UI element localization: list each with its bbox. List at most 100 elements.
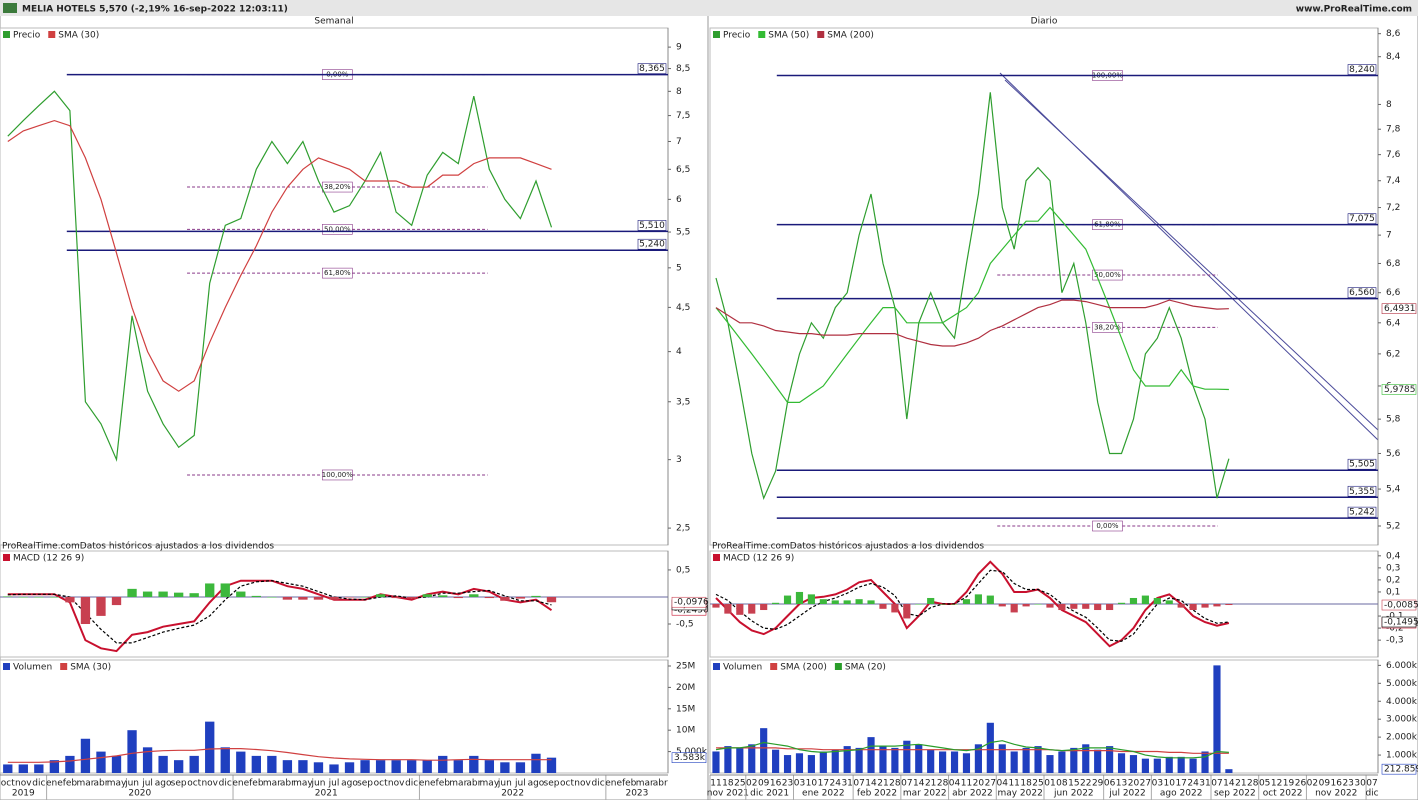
bar bbox=[867, 737, 875, 773]
bar bbox=[1117, 602, 1126, 604]
x-tick-label: 08 bbox=[1056, 779, 1068, 789]
x-tick-label: 07 bbox=[1211, 779, 1222, 789]
header-site[interactable]: www.ProRealTime.com bbox=[1296, 5, 1412, 15]
level-box bbox=[637, 238, 667, 250]
bar bbox=[438, 595, 448, 597]
bar bbox=[903, 740, 911, 773]
bar bbox=[795, 753, 804, 773]
x-tick-label: jun bbox=[124, 779, 139, 789]
y-tick-label: 7,6 bbox=[1386, 150, 1401, 160]
bar bbox=[236, 591, 246, 597]
bar bbox=[484, 760, 495, 773]
fib-label-box bbox=[322, 181, 353, 193]
x-tick-label: abr bbox=[280, 779, 295, 789]
bar bbox=[251, 595, 261, 597]
legend-label: SMA (30) bbox=[70, 663, 111, 673]
x-tick-label: 02 bbox=[1307, 779, 1318, 789]
y-tick-label: 1.000k bbox=[1386, 751, 1418, 761]
x-tick-label: 07 bbox=[901, 779, 912, 789]
x-group-label: 2019 bbox=[12, 789, 35, 799]
x-group-label: oct 2022 bbox=[1263, 789, 1303, 799]
legend-swatch bbox=[48, 31, 56, 38]
x-tick-label: 17 bbox=[818, 779, 829, 789]
bar bbox=[974, 744, 982, 773]
bar bbox=[142, 747, 153, 773]
legend-label: SMA (20) bbox=[845, 663, 886, 673]
x-tick-label: ago bbox=[528, 779, 545, 789]
bar bbox=[220, 583, 230, 597]
y-tick-label: 4 bbox=[676, 347, 682, 357]
x-tick-label: nov bbox=[201, 779, 218, 789]
legend-swatch bbox=[713, 554, 720, 561]
bar bbox=[360, 760, 370, 773]
bar bbox=[1189, 604, 1197, 611]
bar bbox=[760, 728, 768, 773]
bar bbox=[1141, 595, 1149, 604]
series-line bbox=[715, 206, 1229, 403]
bar bbox=[724, 746, 732, 773]
bar bbox=[236, 751, 246, 773]
x-tick-label: 20 bbox=[1128, 779, 1140, 789]
bar bbox=[531, 595, 541, 597]
y-tick-label: 6,4 bbox=[1386, 318, 1401, 328]
y-tick-label: 2,5 bbox=[676, 524, 690, 534]
bar bbox=[1094, 749, 1102, 773]
x-tick-label: 25 bbox=[1032, 779, 1043, 789]
bar bbox=[950, 604, 959, 605]
level-box bbox=[1347, 458, 1377, 470]
legend-label: SMA (200) bbox=[827, 31, 874, 41]
legend-label: Precio bbox=[723, 31, 751, 41]
x-tick-label: feb bbox=[249, 779, 264, 789]
x-tick-label: dic bbox=[32, 779, 45, 789]
bar bbox=[1177, 604, 1185, 608]
series-line bbox=[715, 92, 1230, 501]
value-label-box bbox=[671, 752, 707, 763]
x-tick-label: ene bbox=[232, 779, 249, 789]
value-label-box bbox=[1381, 599, 1417, 611]
legend-label: SMA (50) bbox=[768, 31, 809, 41]
legend-swatch bbox=[817, 31, 825, 38]
x-tick-label: 28 bbox=[937, 779, 949, 789]
x-tick-label: 30 bbox=[1354, 779, 1366, 789]
fib-label: 100,00% bbox=[322, 471, 353, 479]
x-tick-label: abr bbox=[466, 779, 481, 789]
series-line bbox=[7, 579, 553, 653]
bar bbox=[407, 596, 417, 599]
bar bbox=[1165, 600, 1173, 604]
bar bbox=[736, 604, 744, 615]
y-tick-label: 25M bbox=[676, 661, 695, 671]
level-box bbox=[637, 220, 667, 231]
bar bbox=[282, 760, 293, 773]
bar bbox=[962, 753, 971, 773]
x-tick-label: 04 bbox=[997, 779, 1009, 789]
y-tick-label: -0,2 bbox=[1386, 624, 1404, 634]
bar bbox=[298, 760, 308, 773]
bar bbox=[891, 604, 899, 613]
value-label: 212.859 bbox=[1384, 765, 1418, 775]
value-label: 3.583k bbox=[674, 753, 706, 763]
bar bbox=[831, 600, 839, 604]
x-tick-label: 11 bbox=[710, 779, 721, 789]
x-tick-label: 02 bbox=[746, 779, 757, 789]
bar bbox=[1046, 604, 1054, 608]
x-tick-label: 04 bbox=[949, 779, 961, 789]
bar bbox=[80, 596, 91, 625]
bar bbox=[469, 755, 479, 773]
x-tick-label: sep bbox=[544, 779, 560, 789]
legend-swatch bbox=[713, 31, 720, 38]
bar bbox=[469, 594, 479, 597]
bar bbox=[1106, 604, 1114, 611]
bar bbox=[748, 744, 756, 773]
bar bbox=[1153, 597, 1161, 604]
x-tick-label: 13 bbox=[1116, 779, 1127, 789]
bar bbox=[500, 762, 510, 773]
bar bbox=[712, 604, 720, 608]
bar bbox=[915, 744, 923, 773]
x-tick-label: sep bbox=[357, 779, 373, 789]
y-tick-label: 6,2 bbox=[1386, 349, 1400, 359]
bar bbox=[819, 751, 827, 773]
bar bbox=[986, 722, 994, 773]
bar bbox=[879, 746, 887, 773]
series-line bbox=[7, 90, 553, 462]
